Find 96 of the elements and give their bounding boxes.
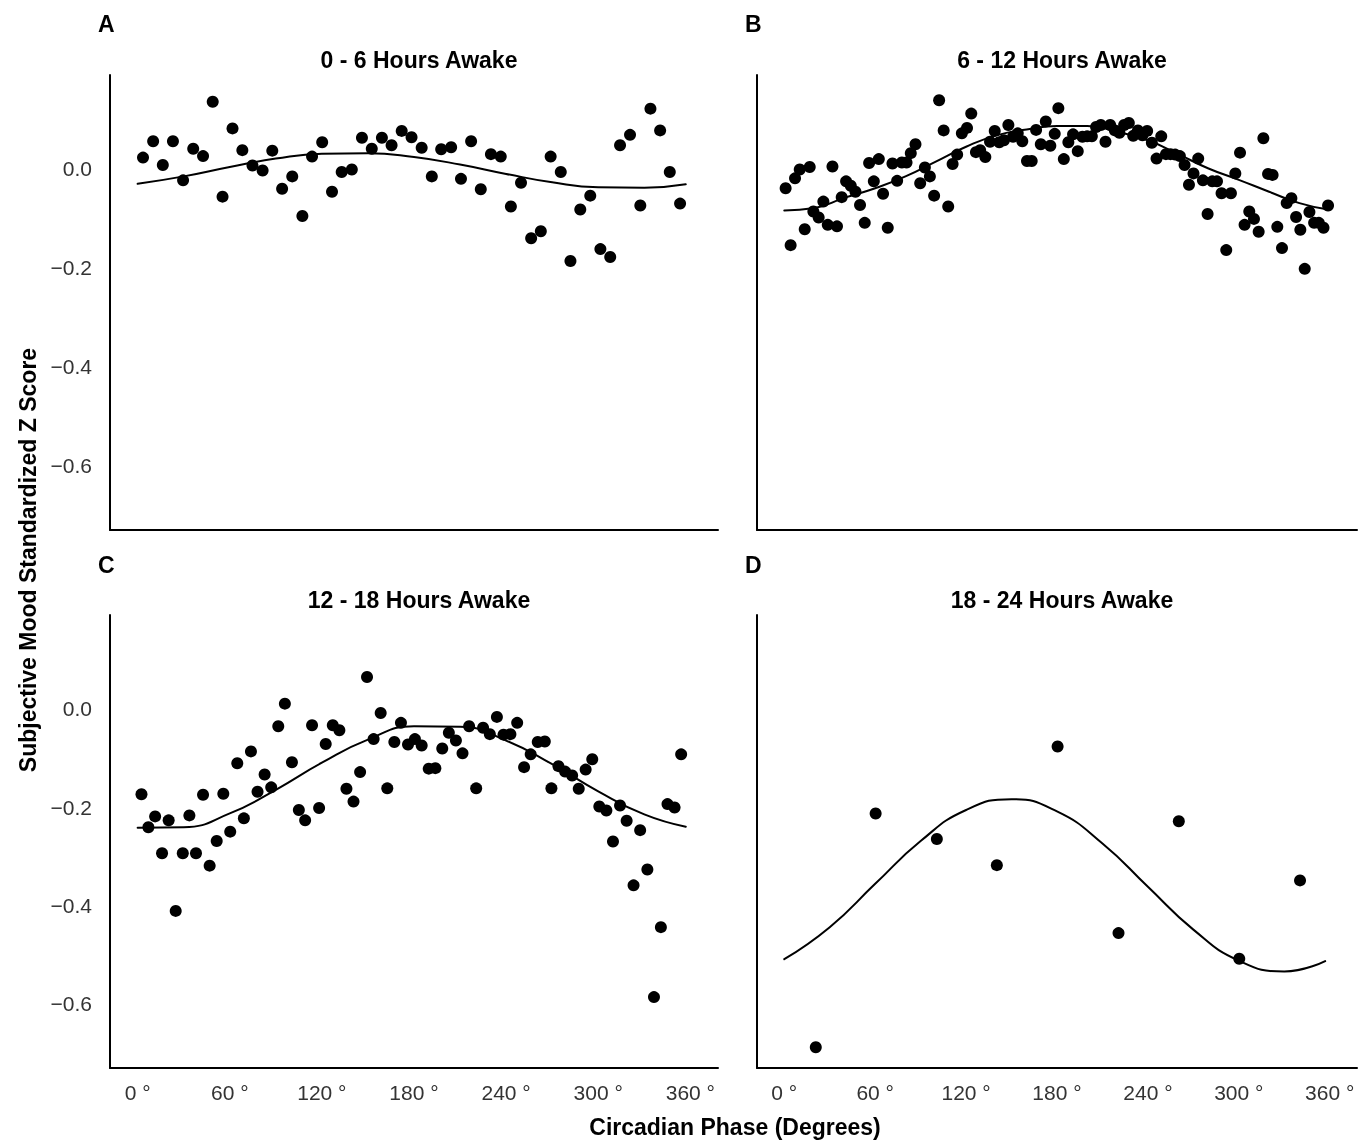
point xyxy=(156,159,169,172)
point xyxy=(306,150,319,163)
point xyxy=(385,139,398,152)
point xyxy=(624,128,637,141)
point xyxy=(355,131,368,144)
point xyxy=(484,148,497,161)
point xyxy=(594,243,607,256)
point xyxy=(494,150,507,163)
point xyxy=(236,144,249,157)
y-tick-label: −0.2 xyxy=(50,256,92,280)
point xyxy=(584,189,597,202)
point xyxy=(614,139,627,152)
x-tick-label: 0 ° xyxy=(771,1081,798,1104)
point xyxy=(1294,874,1307,887)
x-tick-label: 120 ° xyxy=(941,1081,991,1104)
point xyxy=(525,232,538,245)
point xyxy=(674,197,687,210)
point xyxy=(166,135,179,148)
x-tick-label: 300 ° xyxy=(573,1081,623,1104)
point xyxy=(869,807,882,820)
point xyxy=(990,859,1003,872)
point xyxy=(930,833,943,846)
point xyxy=(316,136,329,149)
point xyxy=(187,142,200,155)
point xyxy=(326,185,339,198)
point xyxy=(1112,927,1125,940)
x-tick-label: 240 ° xyxy=(481,1081,531,1104)
point xyxy=(415,141,428,154)
y-tick-label: −0.6 xyxy=(50,992,92,1016)
text: A xyxy=(98,10,115,37)
point xyxy=(276,182,289,195)
point xyxy=(1233,952,1246,965)
chart-title: 18 - 24 Hours Awake xyxy=(950,586,1174,613)
x-tick-label: 300 ° xyxy=(1214,1081,1264,1104)
point xyxy=(454,172,467,185)
chart-title: 6 - 12 Hours Awake xyxy=(957,46,1167,73)
point xyxy=(634,199,647,212)
x-tick-label: 0 ° xyxy=(124,1081,151,1104)
point xyxy=(395,124,408,137)
point xyxy=(504,200,517,213)
chart-title: 0 - 6 Hours Awake xyxy=(320,46,518,73)
point xyxy=(515,176,528,189)
point xyxy=(365,142,378,155)
point xyxy=(465,135,478,148)
text: B xyxy=(745,10,762,37)
text: C xyxy=(98,551,115,578)
point xyxy=(256,164,269,177)
point xyxy=(604,251,617,263)
point xyxy=(216,190,229,203)
point xyxy=(425,170,438,183)
x-tick-label: 180 ° xyxy=(389,1081,439,1104)
point xyxy=(654,124,667,137)
x-tick-label: 60 ° xyxy=(210,1081,249,1104)
point xyxy=(663,165,676,178)
point xyxy=(335,165,348,178)
point xyxy=(197,150,210,163)
point xyxy=(564,254,577,267)
y-tick-label: −0.2 xyxy=(50,795,92,819)
y-tick-label: −0.4 xyxy=(50,355,93,379)
point xyxy=(544,150,557,163)
point xyxy=(405,131,418,144)
point xyxy=(534,225,547,238)
chart-title: 12 - 18 Hours Awake xyxy=(307,586,531,613)
point xyxy=(574,203,587,216)
x-axis-title: Circadian Phase (Degrees) xyxy=(589,1113,881,1141)
x-tick-label: 120 ° xyxy=(297,1081,347,1104)
point xyxy=(435,143,448,156)
x-tick-label: 360 ° xyxy=(665,1081,715,1104)
point xyxy=(177,174,190,187)
x-tick-label: 360 ° xyxy=(1305,1081,1355,1104)
point xyxy=(296,209,309,222)
x-tick-label: 180 ° xyxy=(1032,1081,1082,1104)
point xyxy=(1051,740,1064,753)
point xyxy=(226,122,239,135)
point xyxy=(474,183,487,196)
point xyxy=(206,95,219,108)
point xyxy=(1172,815,1185,828)
point xyxy=(445,141,458,154)
x-tick-label: 60 ° xyxy=(856,1081,894,1104)
text: D xyxy=(745,551,762,578)
point xyxy=(644,102,657,115)
point xyxy=(286,170,299,183)
y-tick-label: −0.4 xyxy=(50,894,93,918)
y-axis-title: Subjective Mood Standardized Z Score xyxy=(14,347,42,773)
point xyxy=(137,151,150,164)
y-tick-label: −0.6 xyxy=(50,454,92,478)
point xyxy=(554,165,567,178)
point xyxy=(147,135,160,148)
point xyxy=(266,144,279,157)
y-tick-label: 0.0 xyxy=(62,697,92,721)
y-tick-label: 0.0 xyxy=(62,157,92,181)
point xyxy=(809,1041,822,1054)
point xyxy=(246,159,259,172)
point xyxy=(375,131,388,144)
x-tick-label: 240 ° xyxy=(1123,1081,1173,1104)
point xyxy=(345,163,358,176)
